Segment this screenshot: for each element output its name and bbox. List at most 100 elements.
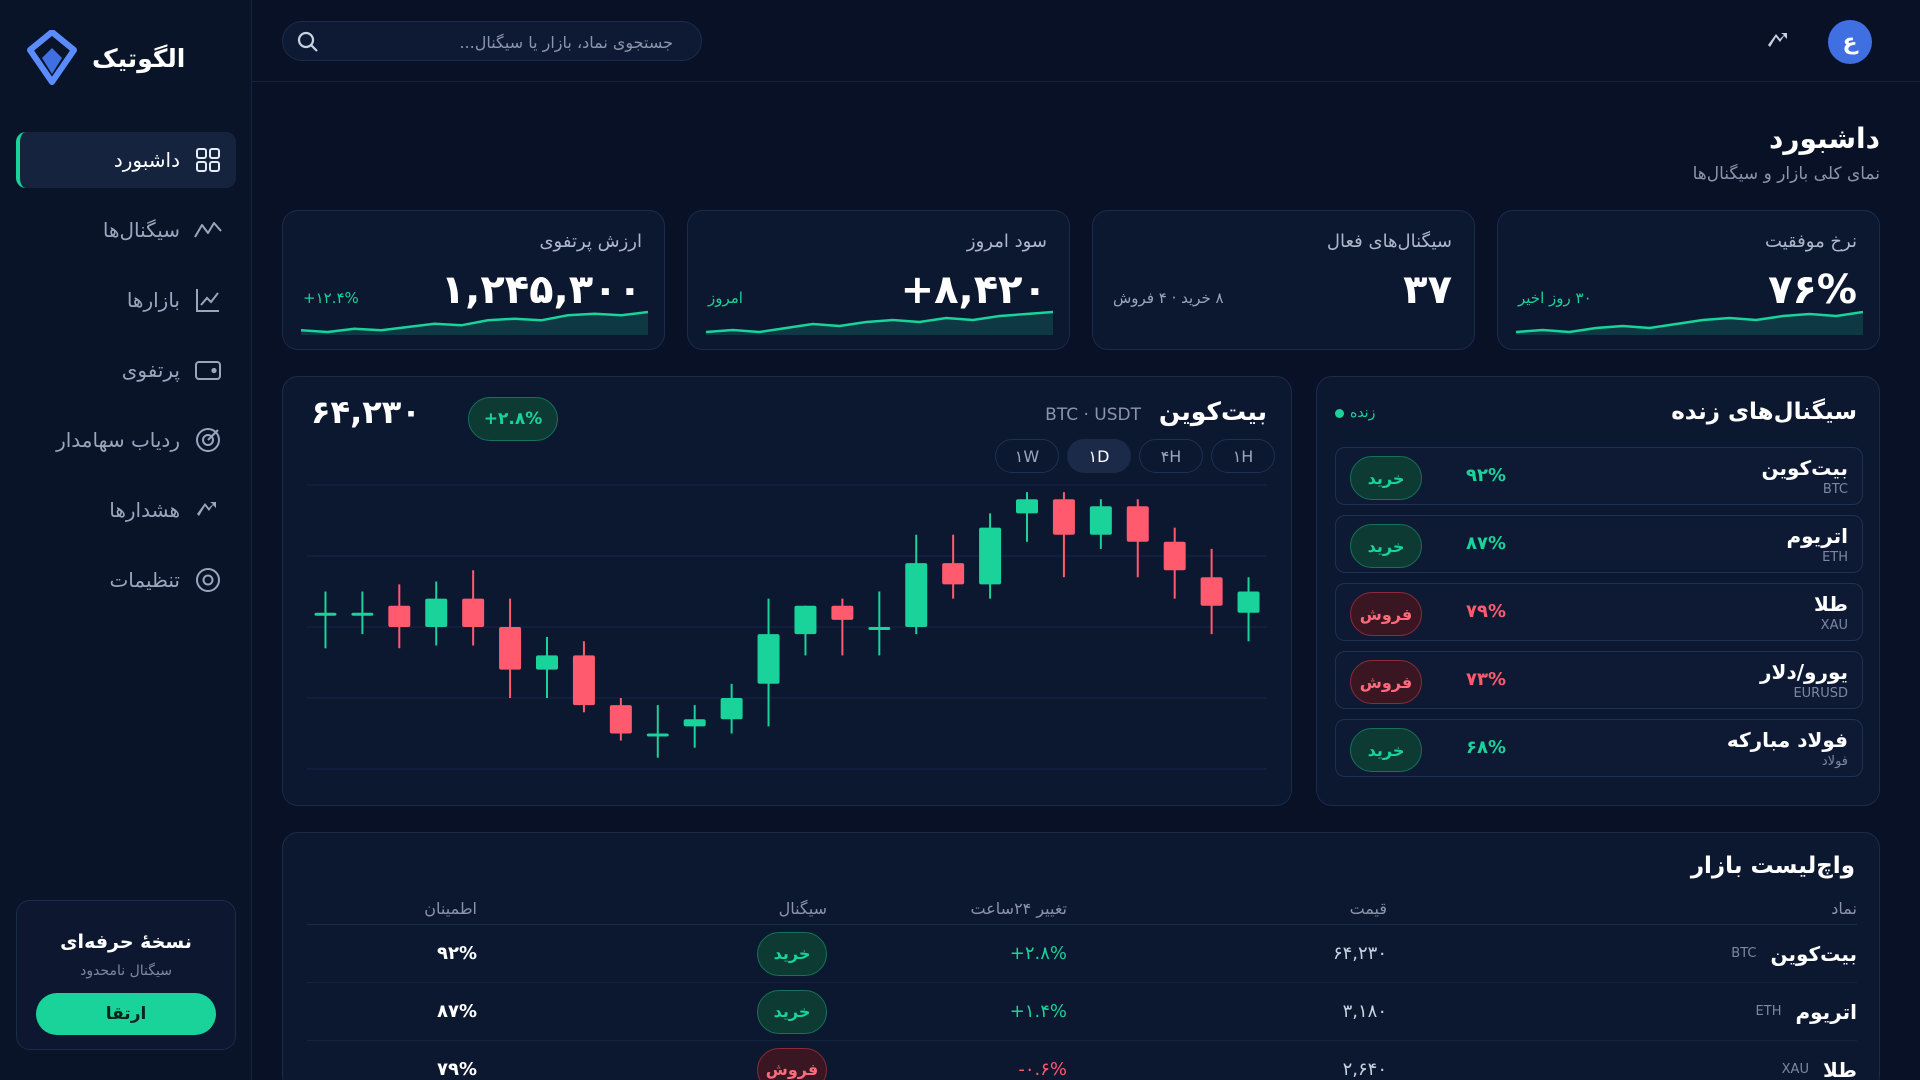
table-row[interactable]: ETH اتریوم ۳,۱۸۰ +۱.۴% خرید ۸۷% (307, 983, 1857, 1041)
buy-signal-badge[interactable]: خرید (1350, 456, 1422, 500)
sidebar-item-signals[interactable]: سیگنال‌ها (16, 202, 236, 258)
column-header-symbol[interactable]: نماد (1831, 899, 1857, 918)
candle-body (536, 655, 558, 670)
sell-signal-badge[interactable]: فروش (757, 1047, 827, 1080)
table-row[interactable]: BTC بیت‌کوین ۶۴,۲۳۰ +۲.۸% خرید ۹۲% (307, 925, 1857, 983)
stat-value: +۸,۴۲۰ (900, 267, 1047, 313)
signal-confidence: ۸۷% (1466, 533, 1507, 554)
candle-body (1126, 506, 1149, 542)
signal-asset-name: طلا (1813, 592, 1848, 616)
app-name: الگوتیک (92, 43, 186, 73)
buy-signal-badge[interactable]: خرید (757, 931, 827, 976)
stat-card-today-profit: سود امروز +۸,۴۲۰ امروز (687, 210, 1070, 350)
live-indicator: زنده (1335, 405, 1375, 421)
stat-card-active-signals: سیگنال‌های فعال ۳۷ ۸ خرید · ۴ فروش (1092, 210, 1475, 350)
upgrade-button[interactable]: ارتقا (36, 993, 216, 1035)
signal-asset-symbol: EURUSD (1793, 686, 1848, 701)
candle-body (942, 563, 965, 585)
sidebar-item-markets[interactable]: بازارها (16, 272, 236, 328)
watch-signal: خرید (757, 925, 827, 982)
signal-row[interactable]: طلا XAU ۷۹% فروش (1335, 583, 1863, 641)
buy-signal-badge[interactable]: خرید (757, 989, 827, 1034)
watch-change: -۰.۶% (1018, 1059, 1067, 1080)
buy-signal-badge[interactable]: خرید (1350, 728, 1422, 772)
candle-body (1237, 591, 1260, 613)
candle-body (572, 655, 595, 706)
sparkline (301, 310, 648, 335)
promo-title: نسخهٔ حرفه‌ای (60, 931, 192, 953)
candle-body (868, 627, 891, 630)
search-icon (297, 31, 318, 52)
sidebar-item-dashboard[interactable]: داشبورد (16, 132, 236, 188)
trend-icon[interactable] (1767, 30, 1791, 52)
sparkline-line (706, 310, 1053, 334)
avatar[interactable]: ع (1828, 20, 1872, 64)
watch-asset-symbol: BTC (1731, 946, 1757, 961)
candle-body (646, 733, 669, 737)
candle-body (499, 627, 522, 670)
live-signals-card: سیگنال‌های زنده زنده بیت‌کوین BTC ۹۲% خر… (1316, 376, 1880, 806)
stat-card-portfolio-value: ارزش پرتفوی ۱,۲۴۵,۳۰۰ +۱۲.۴% (282, 210, 665, 350)
signal-asset-symbol: XAU (1820, 618, 1848, 633)
signal-row[interactable]: بیت‌کوین BTC ۹۲% خرید (1335, 447, 1863, 505)
watch-asset-symbol: ETH (1755, 1004, 1782, 1019)
signal-list: بیت‌کوین BTC ۹۲% خرید اتریوم ETH ۸۷% خری… (1335, 447, 1863, 787)
sparkline-area (706, 312, 1053, 335)
stat-note: امروز (708, 289, 743, 307)
watch-asset-name: بیت‌کوین (1770, 941, 1857, 966)
target-icon (194, 426, 222, 454)
sparkline (1516, 310, 1863, 335)
sell-signal-badge[interactable]: فروش (1350, 660, 1422, 704)
watch-asset-name: طلا (1822, 1057, 1857, 1080)
sidebar-item-portfolio[interactable]: پرتفوی (16, 342, 236, 398)
signal-row[interactable]: اتریوم ETH ۸۷% خرید (1335, 515, 1863, 573)
signal-row[interactable]: فولاد مبارکه فولاد ۶۸% خرید (1335, 719, 1863, 777)
watchlist-header: نماد قیمت تغییر ۲۴ساعت سیگنال اطمینان (307, 893, 1857, 925)
watch-price: ۳,۱۸۰ (1342, 1001, 1387, 1022)
stat-value: ۱,۲۴۵,۳۰۰ (440, 267, 642, 313)
timeframe-4h[interactable]: ۴H (1139, 439, 1203, 473)
sidebar-item-shareholder-tracker[interactable]: ردیاب سهامدار (16, 412, 236, 468)
signal-confidence: ۷۳% (1466, 669, 1507, 690)
column-header-change[interactable]: تغییر ۲۴ساعت (970, 899, 1067, 918)
watch-change: +۲.۸% (1009, 943, 1067, 964)
stat-value: ۳۷ (1403, 267, 1452, 313)
watch-confidence: ۷۹% (436, 1059, 477, 1080)
timeframe-1w[interactable]: ۱W (995, 439, 1059, 473)
table-row[interactable]: XAU طلا ۲,۶۴۰ -۰.۶% فروش ۷۹% (307, 1041, 1857, 1080)
sidebar-item-alerts[interactable]: هشدارها (16, 482, 236, 538)
buy-signal-badge[interactable]: خرید (1350, 524, 1422, 568)
stat-label: ارزش پرتفوی (539, 231, 642, 252)
timeframe-1d[interactable]: ۱D (1067, 439, 1131, 473)
timeframe-1h[interactable]: ۱H (1211, 439, 1275, 473)
promo-subtitle: سیگنال نامحدود (80, 963, 172, 979)
candle-body (757, 634, 780, 684)
candle-body (609, 705, 632, 734)
wallet-icon (194, 356, 222, 384)
candle-body (351, 612, 374, 616)
page-title: داشبورد (1769, 122, 1880, 155)
stat-note: ۳۰ روز اخیر (1518, 289, 1592, 307)
stat-label: سود امروز (966, 231, 1047, 252)
search-input[interactable] (333, 30, 673, 54)
sidebar-item-label: هشدارها (109, 498, 180, 522)
price-chart-card: بیت‌کوین BTC · USDT ۶۴,۲۳۰ +۲.۸% ۱H ۴H ۱… (282, 376, 1292, 806)
watch-asset-symbol: XAU (1781, 1062, 1809, 1077)
page-subtitle: نمای کلی بازار و سیگنال‌ها (1692, 164, 1880, 184)
search-box[interactable] (282, 21, 702, 61)
upgrade-promo: نسخهٔ حرفه‌ای سیگنال نامحدود ارتقا (16, 900, 236, 1050)
signal-asset-name: بیت‌کوین (1761, 456, 1848, 480)
signal-asset-name: فولاد مبارکه (1726, 728, 1848, 752)
app-logo[interactable]: الگوتیک (26, 28, 185, 88)
market-watchlist-card: واچ‌لیست بازار نماد قیمت تغییر ۲۴ساعت سی… (282, 832, 1880, 1080)
candlestick-chart[interactable] (307, 477, 1267, 777)
sidebar-item-settings[interactable]: تنظیمات (16, 552, 236, 608)
sidebar-item-label: ردیاب سهامدار (56, 428, 180, 452)
column-header-confidence[interactable]: اطمینان (424, 899, 477, 918)
live-label: زنده (1350, 405, 1376, 421)
column-header-signal[interactable]: سیگنال (778, 899, 827, 918)
watch-signal: فروش (757, 1041, 827, 1080)
column-header-price[interactable]: قیمت (1349, 899, 1387, 918)
signal-row[interactable]: یورو/دلار EURUSD ۷۳% فروش (1335, 651, 1863, 709)
sell-signal-badge[interactable]: فروش (1350, 592, 1422, 636)
